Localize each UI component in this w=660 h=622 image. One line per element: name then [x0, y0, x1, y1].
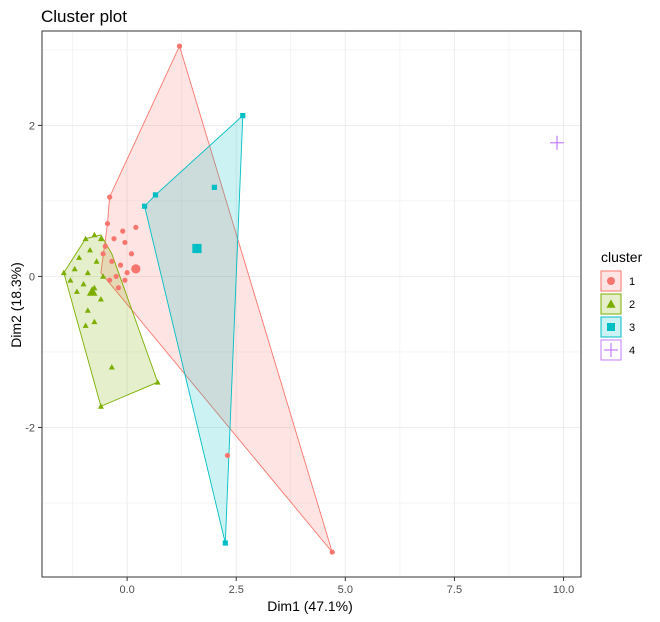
cluster-2-point: [80, 281, 87, 287]
cluster-1-point: [122, 277, 128, 283]
x-tick-label: 2.5: [229, 584, 244, 596]
cluster-1-point: [128, 251, 135, 257]
cluster-3-centroid: [192, 243, 202, 254]
cluster-1-point: [104, 220, 111, 227]
cluster-2-point: [84, 269, 91, 276]
cluster-1-point: [115, 285, 121, 291]
cluster-2-point: [82, 322, 89, 328]
cluster-1-point: [111, 236, 117, 242]
y-tick-label: 2: [29, 120, 35, 132]
y-axis-title: Dim2 (18.3%): [8, 262, 24, 348]
cluster-2-point: [87, 247, 93, 253]
panel-background: [42, 31, 581, 577]
cluster-1-point: [109, 258, 115, 264]
cluster-1-centroid: [131, 264, 141, 274]
legend-marker-2: [606, 299, 616, 308]
cluster-2-point: [100, 273, 107, 279]
legend-marker-4: [604, 343, 618, 357]
x-tick-label: 7.5: [447, 584, 462, 596]
cluster-1-point: [113, 273, 119, 280]
cluster-2-point: [91, 231, 98, 238]
cluster-2-point: [93, 258, 100, 264]
cluster-1-point: [133, 224, 139, 230]
legend: cluster 1 2 3 4: [600, 249, 643, 361]
cluster-1-point: [224, 452, 231, 459]
cluster-2-centroid: [86, 286, 98, 296]
legend-title: cluster: [601, 249, 643, 265]
legend-label-2: 2: [629, 299, 635, 311]
cluster-3-point: [141, 203, 148, 209]
cluster-1-point: [107, 194, 113, 200]
cluster-1-point: [107, 277, 113, 283]
cluster-3-point: [211, 184, 217, 190]
cluster-2-point: [91, 318, 98, 325]
x-tick-label: 5.0: [338, 584, 353, 596]
cluster-2-point: [82, 235, 89, 242]
cluster-4-point: [549, 135, 564, 150]
legend-marker-1: [607, 277, 615, 285]
axes: 0.0 2.5 5.0 7.5 10.0 -2 0 2: [25, 30, 582, 596]
cluster-1-point: [122, 239, 128, 246]
cluster-2-point: [97, 296, 104, 302]
cluster-2-point: [60, 269, 67, 276]
legend-marker-3: [607, 323, 615, 331]
x-tick-label: 0.0: [119, 584, 134, 596]
cluster-2-point: [97, 235, 104, 242]
cluster-1-point: [117, 262, 124, 268]
cluster-2-point: [71, 265, 78, 272]
cluster-2-point: [154, 379, 161, 385]
cluster-2-point: [73, 288, 80, 294]
cluster-3-point: [240, 112, 246, 119]
cluster-1-point: [124, 270, 130, 276]
panel-border: [41, 30, 582, 578]
y-tick-label: 0: [29, 271, 35, 283]
cluster-1-point: [120, 228, 126, 234]
x-axis-title: Dim1 (47.1%): [267, 598, 353, 614]
cluster-2-point: [97, 403, 104, 409]
data-points: [60, 43, 564, 555]
chart-title: Cluster plot: [41, 7, 127, 26]
cluster-1-point: [102, 243, 108, 249]
cluster-2-point: [108, 364, 115, 370]
legend-label-4: 4: [629, 345, 635, 357]
cluster-2-point: [84, 307, 91, 313]
cluster-1-point: [329, 549, 335, 555]
legend-label-1: 1: [629, 276, 635, 288]
cluster-2-point: [76, 254, 83, 260]
legend-label-3: 3: [629, 322, 635, 334]
cluster-3-point: [222, 540, 228, 546]
x-tick-label: 10.0: [553, 584, 574, 596]
cluster-1-point: [176, 43, 183, 49]
plot-panel: [42, 31, 581, 577]
y-tick-label: -2: [25, 422, 35, 434]
cluster-3-point: [152, 192, 159, 198]
gridlines: [42, 31, 581, 577]
cluster-2-point: [67, 277, 74, 283]
cluster-1-point: [100, 251, 106, 257]
